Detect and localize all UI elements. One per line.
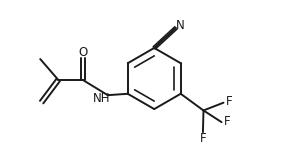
Text: F: F xyxy=(224,115,230,128)
Text: F: F xyxy=(200,132,207,145)
Text: NH: NH xyxy=(93,92,110,105)
Text: F: F xyxy=(226,95,232,108)
Text: N: N xyxy=(176,19,185,32)
Text: O: O xyxy=(78,46,88,59)
